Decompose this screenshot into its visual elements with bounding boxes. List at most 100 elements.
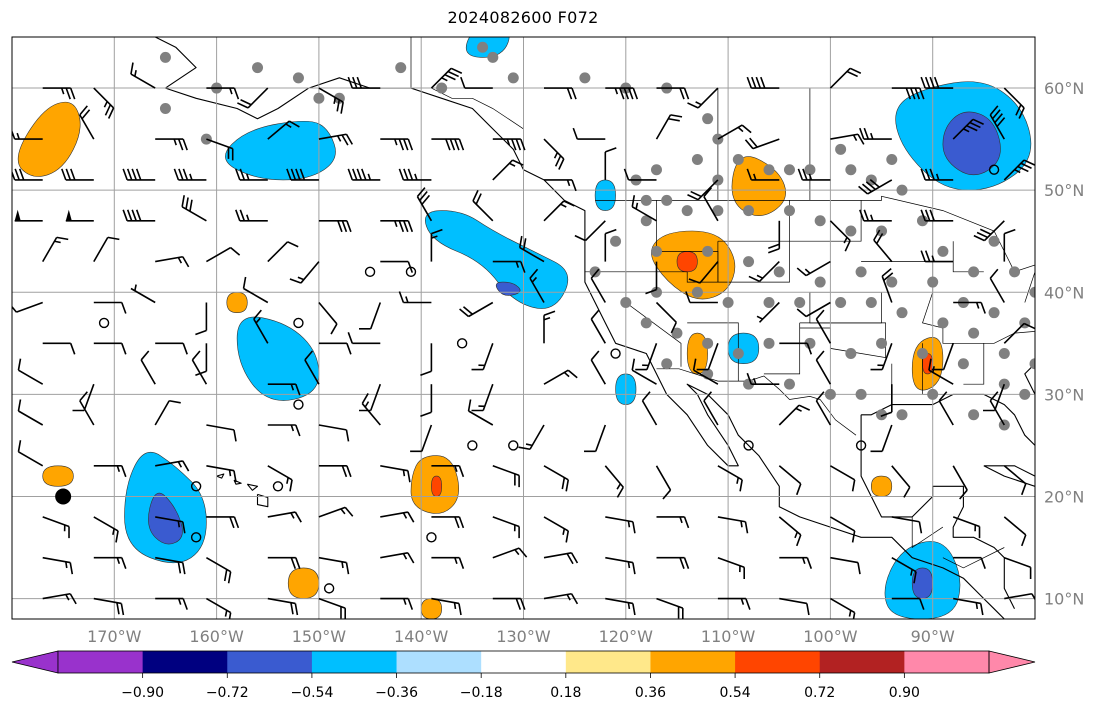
barb-shaft xyxy=(369,383,382,411)
wind-barb xyxy=(518,235,545,263)
wind-barb xyxy=(687,179,719,201)
political-border xyxy=(789,200,862,242)
barb-full xyxy=(459,308,470,318)
barb-full xyxy=(518,235,523,248)
colorbar-label: −0.72 xyxy=(206,685,249,701)
latitude-label: 50°N xyxy=(1044,181,1084,200)
barb-shaft xyxy=(431,597,460,605)
wind-barb xyxy=(380,138,414,151)
coastline xyxy=(1096,497,1105,517)
barb-full xyxy=(286,168,292,181)
barb-half xyxy=(870,132,874,140)
wind-barb xyxy=(543,552,579,565)
barb-full xyxy=(398,291,405,303)
barb-full xyxy=(229,516,235,529)
barb-full xyxy=(565,479,570,492)
barb-full xyxy=(1018,107,1025,119)
barb-full xyxy=(407,168,414,181)
barb-shaft xyxy=(181,206,207,222)
wind-barb xyxy=(155,556,186,575)
wind-barb xyxy=(42,516,70,539)
wind-barb xyxy=(398,168,432,181)
coastline xyxy=(233,479,242,485)
barb-full xyxy=(619,87,625,100)
barb-half xyxy=(852,134,858,141)
barb-full xyxy=(969,121,981,129)
barb-full xyxy=(973,234,985,242)
barb-half xyxy=(931,255,935,262)
wind-barb xyxy=(359,302,382,330)
barb-full xyxy=(632,562,636,575)
barb-half xyxy=(63,524,66,532)
wind-barb xyxy=(543,465,570,492)
colorbar-extend-min-arrow xyxy=(11,650,59,674)
barb-full xyxy=(924,250,931,262)
barb-shaft xyxy=(18,410,44,426)
barb-shaft xyxy=(519,246,545,263)
wind-barb xyxy=(796,260,831,277)
longitude-label: 90°W xyxy=(911,627,955,646)
barb-full xyxy=(233,429,237,442)
barb-shaft xyxy=(655,114,672,140)
barb-full xyxy=(522,238,527,250)
barb-shaft xyxy=(697,87,719,109)
colorbar-segment xyxy=(227,651,313,673)
wind-barb xyxy=(267,424,301,437)
calm-wind-circle xyxy=(508,440,519,451)
colorbar-label: −0.18 xyxy=(460,685,503,701)
barb-shaft xyxy=(155,255,183,263)
barb-shaft xyxy=(631,206,657,222)
barb-half xyxy=(453,602,457,610)
wind-barb xyxy=(267,511,302,523)
barb-half xyxy=(405,296,409,303)
barb-full xyxy=(472,190,479,202)
barb-full xyxy=(104,104,112,116)
barb-full xyxy=(554,155,562,167)
barb-half xyxy=(642,364,649,367)
barb-shaft xyxy=(717,516,746,523)
wind-barb xyxy=(703,391,719,426)
wind-barb xyxy=(891,516,923,534)
barb-full xyxy=(1029,567,1032,579)
barb-half xyxy=(60,87,65,95)
barb-shaft xyxy=(206,138,233,150)
barb-full xyxy=(515,598,522,610)
barb-full xyxy=(447,70,459,78)
barb-half xyxy=(627,561,631,569)
barb-shaft xyxy=(79,400,95,426)
wind-barb xyxy=(235,168,268,181)
wind-barb xyxy=(815,350,832,385)
barb-half xyxy=(103,101,108,108)
barb-full xyxy=(918,521,923,534)
wind-barb xyxy=(42,236,69,263)
wind-barb xyxy=(920,76,954,89)
barb-shaft xyxy=(543,592,572,600)
coastline xyxy=(983,465,1035,487)
barb-shaft xyxy=(604,465,624,488)
wind-barb xyxy=(952,118,984,140)
barb-full xyxy=(876,233,884,244)
wind-barb xyxy=(623,168,657,181)
barb-full xyxy=(851,530,856,543)
wind-barb xyxy=(267,465,293,492)
wind-barb xyxy=(318,301,338,335)
barb-half xyxy=(177,257,183,264)
station-marker xyxy=(159,102,171,114)
barb-full xyxy=(979,603,984,616)
wind-barb xyxy=(1003,322,1035,344)
barb-half xyxy=(228,469,232,477)
barb-shaft xyxy=(881,424,893,452)
barb-half xyxy=(753,173,757,181)
wind-barb xyxy=(920,209,954,222)
barb-shaft xyxy=(492,159,514,181)
station-marker xyxy=(783,205,795,217)
wind-barb xyxy=(631,358,657,385)
barb-full xyxy=(511,138,517,151)
barb-half xyxy=(802,557,806,564)
barb-shaft xyxy=(191,359,208,385)
barb-full xyxy=(181,195,185,207)
wind-barb xyxy=(928,358,954,385)
station-marker xyxy=(252,62,264,74)
barb-full xyxy=(558,158,565,170)
wind-barb xyxy=(140,350,156,385)
